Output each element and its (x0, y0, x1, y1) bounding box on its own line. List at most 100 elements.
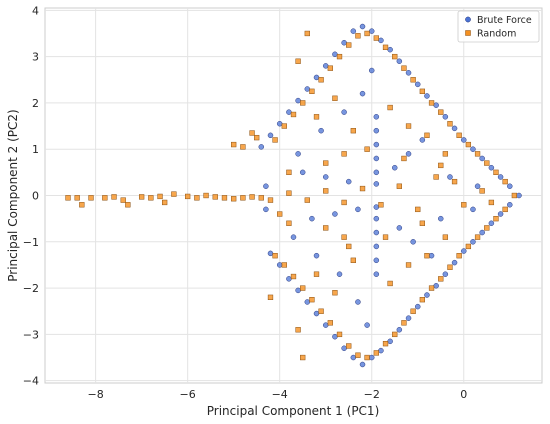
data-point (387, 338, 393, 345)
data-point (157, 193, 163, 200)
data-point (267, 132, 274, 139)
y-tick-label: −1 (23, 236, 39, 249)
data-point (511, 192, 518, 199)
data-point (438, 109, 444, 115)
data-point (276, 120, 283, 127)
data-point (346, 243, 352, 250)
data-point (359, 23, 366, 30)
data-point (405, 70, 412, 76)
data-point (254, 134, 260, 141)
data-point (286, 190, 292, 196)
data-point (392, 331, 398, 338)
data-point (424, 93, 430, 99)
data-point (309, 215, 315, 222)
x-tick-label: −4 (272, 388, 288, 401)
data-point (281, 262, 287, 268)
data-point (382, 340, 389, 347)
data-point (378, 202, 384, 208)
data-point (456, 253, 462, 259)
data-point (263, 206, 269, 213)
data-point (355, 206, 361, 213)
data-point (410, 77, 416, 83)
data-point (272, 253, 278, 259)
data-point (373, 127, 380, 134)
data-point (332, 51, 338, 58)
legend-marker-random (465, 30, 471, 36)
data-point (378, 347, 384, 354)
data-point (309, 88, 315, 94)
data-point (424, 292, 430, 298)
data-point (364, 146, 370, 152)
data-point (263, 183, 269, 189)
data-point (332, 211, 338, 217)
data-point (332, 95, 338, 101)
data-point (304, 30, 310, 37)
data-point (438, 215, 444, 222)
data-point (323, 225, 329, 231)
grid-lines (45, 8, 542, 383)
data-point (295, 97, 301, 104)
data-point (286, 169, 292, 176)
data-point (355, 352, 361, 358)
data-point (299, 169, 306, 176)
data-point (488, 164, 495, 171)
data-point (231, 196, 237, 202)
data-point (102, 195, 108, 201)
data-point (336, 53, 343, 60)
data-point (65, 195, 71, 201)
data-point (419, 220, 426, 226)
legend: Brute Force Random (457, 10, 540, 43)
data-point (493, 169, 499, 176)
data-point (433, 174, 439, 180)
data-point (419, 137, 426, 143)
data-point (350, 354, 357, 361)
data-point (479, 229, 485, 236)
data-point (272, 137, 278, 143)
data-point (313, 252, 320, 259)
data-point (313, 310, 320, 317)
data-point (267, 250, 274, 257)
data-point (231, 141, 237, 148)
data-point (240, 195, 246, 201)
data-point (290, 234, 297, 240)
data-point (456, 132, 462, 138)
data-point (323, 160, 329, 166)
y-tick-label: 2 (32, 97, 39, 110)
data-point (424, 253, 430, 259)
data-point (465, 243, 472, 250)
data-point (286, 276, 292, 282)
data-point (451, 178, 458, 185)
data-point (461, 202, 467, 208)
data-point (451, 259, 458, 266)
data-point (405, 151, 412, 157)
y-tick-label: 1 (32, 143, 39, 156)
data-point (138, 194, 145, 200)
data-point (336, 271, 343, 277)
data-point (424, 132, 430, 138)
data-point (479, 155, 485, 162)
data-point (276, 262, 283, 268)
data-point (341, 199, 347, 206)
legend-label-random: Random (477, 29, 516, 40)
data-point (428, 252, 435, 259)
data-point (373, 141, 380, 148)
data-point (392, 53, 398, 60)
data-point (433, 102, 439, 108)
data-point (171, 191, 177, 197)
data-point (488, 220, 495, 227)
data-point (161, 199, 168, 206)
data-point (401, 320, 407, 326)
data-point (295, 151, 301, 157)
data-point (341, 151, 347, 157)
data-point (382, 234, 389, 240)
data-point (258, 144, 265, 150)
data-point (277, 211, 283, 217)
data-point (410, 239, 416, 245)
data-point (391, 164, 398, 171)
data-point (415, 303, 421, 310)
y-axis-label: Principal Component 2 (PC2) (6, 109, 20, 282)
data-point (313, 114, 320, 120)
data-point (346, 42, 352, 48)
data-point (258, 195, 264, 201)
